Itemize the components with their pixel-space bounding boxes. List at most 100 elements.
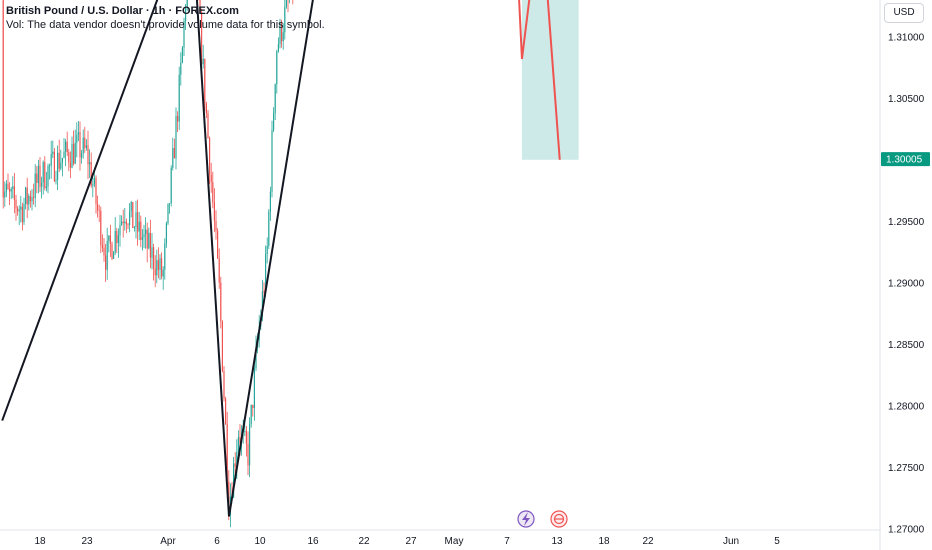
candle-body xyxy=(33,197,35,198)
price-badges: 1.336021.332531.300051.3260351:33GBPUSD xyxy=(881,152,930,167)
candle-body xyxy=(98,210,100,211)
event-icons[interactable] xyxy=(517,510,568,528)
candle-body xyxy=(204,58,206,104)
candle-body xyxy=(85,145,87,148)
candle-body xyxy=(245,430,247,444)
candle-body xyxy=(173,147,175,159)
candle-body xyxy=(261,291,263,317)
candle-body xyxy=(47,165,49,187)
time-tick-label: 27 xyxy=(405,536,417,547)
candle-body xyxy=(63,151,65,158)
candle-body xyxy=(28,195,30,205)
trend-line xyxy=(1,0,159,421)
candle-body xyxy=(164,243,166,270)
candle-body xyxy=(153,247,155,269)
candle-body xyxy=(265,254,267,293)
price-tick-label: 1.28000 xyxy=(888,401,925,412)
candle-body xyxy=(145,229,147,235)
candle-body xyxy=(279,22,281,45)
candle-body xyxy=(205,103,207,114)
candle-body xyxy=(93,177,95,185)
candle-body xyxy=(233,463,235,498)
candle-body xyxy=(210,174,212,183)
candle-body xyxy=(138,221,140,232)
candle-body xyxy=(129,211,131,226)
candle-body xyxy=(45,186,47,189)
candle-body xyxy=(253,368,255,409)
candle-body xyxy=(135,212,137,228)
candle-body xyxy=(65,141,67,152)
candle-body xyxy=(108,235,110,242)
candle-body xyxy=(185,7,187,21)
candle-body xyxy=(31,197,33,202)
candle-body xyxy=(177,116,179,122)
candle-body xyxy=(209,137,211,175)
time-tick-label: May xyxy=(445,536,464,547)
candle-body xyxy=(199,0,201,13)
candle-body xyxy=(15,199,17,209)
candle-body xyxy=(61,157,63,163)
candle-body xyxy=(77,132,79,135)
candle-body xyxy=(268,211,270,246)
time-axis[interactable]: 18 23 Apr 6 10 16 22 27 May 7 13 18 22 Jun 5 xyxy=(34,536,780,547)
candle-body xyxy=(127,224,129,226)
candle-body xyxy=(49,165,51,167)
candle-body xyxy=(146,229,148,249)
candle-body xyxy=(212,182,214,203)
candle-body xyxy=(183,20,185,48)
time-tick-label: Apr xyxy=(160,536,176,547)
price-tick-label: 1.27500 xyxy=(888,463,925,474)
currency-button[interactable]: USD xyxy=(884,3,924,23)
candle-body xyxy=(55,179,57,182)
candle-body xyxy=(42,162,44,183)
candle-body xyxy=(122,221,124,224)
candle-body xyxy=(113,252,115,259)
candle-body xyxy=(18,209,20,212)
plot-background xyxy=(0,0,880,530)
candle-body xyxy=(58,152,60,169)
candle-body xyxy=(143,234,145,238)
candle-body xyxy=(119,224,121,236)
candle-body xyxy=(165,223,167,244)
candle-body xyxy=(106,241,108,270)
candle-body xyxy=(277,44,279,52)
candle-body xyxy=(103,247,105,256)
candle-body xyxy=(282,32,284,42)
candle-body xyxy=(148,232,150,249)
candle-body xyxy=(7,183,9,190)
target-price-badge: 1.30005 xyxy=(886,155,923,166)
candle-body xyxy=(201,12,203,65)
candle-body xyxy=(84,137,86,148)
candle-body xyxy=(60,162,62,169)
candle-body xyxy=(68,152,70,163)
candle-body xyxy=(69,162,71,168)
candle-body xyxy=(25,187,27,204)
time-tick-label: Jun xyxy=(723,536,739,547)
candle-body xyxy=(87,145,89,165)
candle-body xyxy=(255,347,257,369)
time-tick-label: 13 xyxy=(551,536,563,547)
lines-layer xyxy=(1,0,561,517)
candle-body xyxy=(271,130,273,192)
candle-body xyxy=(36,173,38,183)
candle-body xyxy=(141,237,143,240)
price-tick-label: 1.29500 xyxy=(888,217,925,228)
candle-body xyxy=(273,112,275,131)
time-tick-label: 22 xyxy=(358,536,370,547)
candle-body xyxy=(223,371,225,399)
candle-body xyxy=(20,206,22,210)
price-tick-label: 1.28500 xyxy=(888,340,925,351)
candle-body xyxy=(175,116,177,159)
candle-body xyxy=(105,255,107,270)
candle-body xyxy=(100,210,102,245)
candle-body xyxy=(284,6,286,33)
candle-body xyxy=(285,0,287,7)
candle-body xyxy=(137,212,139,232)
candle-body xyxy=(121,221,123,225)
candle-body xyxy=(252,405,254,409)
price-axis[interactable]: 1.350001.345001.340001.335001.330001.325… xyxy=(881,0,932,550)
time-tick-label: 18 xyxy=(598,536,610,547)
candle-body xyxy=(281,22,283,42)
